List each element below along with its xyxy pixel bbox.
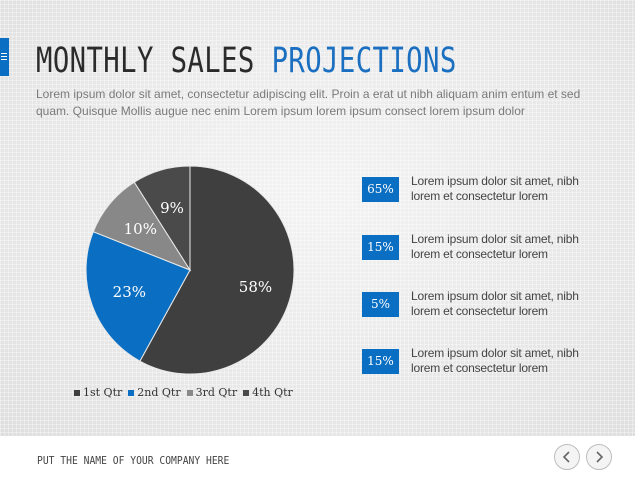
menu-icon[interactable]: [0, 38, 9, 76]
legend-label-q4: 4th Qtr: [252, 386, 293, 399]
legend-item-q4: 4th Qtr: [243, 386, 293, 399]
stat-badge-4: 15%: [362, 348, 399, 374]
stat-row-4: 15% Lorem ipsum dolor sit amet, nibh lor…: [362, 346, 601, 376]
legend-label-q2: 2nd Qtr: [137, 386, 181, 399]
stat-badge-1: 65%: [362, 176, 399, 202]
prev-button[interactable]: [554, 444, 580, 470]
pie-slice-2: [85, 231, 191, 362]
legend-item-q2: 2nd Qtr: [128, 386, 181, 399]
title-main: MONTHLY SALES: [36, 41, 255, 81]
stat-row-2: 15% Lorem ipsum dolor sit amet, nibh lor…: [362, 232, 601, 262]
stat-text-2: Lorem ipsum dolor sit amet, nibh lorem e…: [411, 232, 579, 261]
pie-label-3: 10%: [124, 220, 157, 238]
page-title: MONTHLY SALES PROJECTIONS: [36, 40, 457, 82]
stat-row-1: 65% Lorem ipsum dolor sit amet, nibh lor…: [362, 174, 601, 204]
legend-swatch-q2: [128, 389, 135, 396]
stat-text-3: Lorem ipsum dolor sit amet, nibh lorem e…: [411, 289, 579, 318]
legend-label-q3: 3rd Qtr: [195, 386, 238, 399]
pie-slice-1: [139, 165, 295, 375]
title-accent: PROJECTIONS: [271, 41, 457, 81]
footer-bar: PUT THE NAME OF YOUR COMPANY HERE: [0, 436, 635, 477]
legend-item-q1: 1st Qtr: [74, 386, 122, 399]
pie-label-4: 9%: [160, 199, 184, 217]
stat-badge-3: 5%: [362, 291, 399, 317]
company-name: PUT THE NAME OF YOUR COMPANY HERE: [37, 454, 230, 467]
stat-text-4: Lorem ipsum dolor sit amet, nibh lorem e…: [411, 346, 579, 375]
legend-label-q1: 1st Qtr: [83, 386, 123, 399]
page-subtitle: Lorem ipsum dolor sit amet, consectetur …: [36, 87, 581, 118]
stat-text-1: Lorem ipsum dolor sit amet, nibh lorem e…: [411, 174, 579, 203]
stat-row-3: 5% Lorem ipsum dolor sit amet, nibh lore…: [362, 289, 601, 319]
legend-item-q3: 3rd Qtr: [186, 386, 238, 399]
legend-swatch-q1: [74, 389, 80, 396]
legend-swatch-q4: [243, 389, 250, 396]
pie-slice-4: [133, 165, 191, 272]
slide-canvas: MONTHLY SALES PROJECTIONS Lorem ipsum do…: [0, 0, 635, 436]
pie-chart: 58% 23% 10%9%: [85, 165, 295, 375]
pie-label-2: 23%: [113, 283, 146, 301]
legend-swatch-q3: [186, 389, 193, 396]
chevron-right-icon: [596, 451, 604, 463]
chevron-left-icon: [562, 451, 570, 463]
pie-label-1: 58%: [239, 278, 272, 296]
next-button[interactable]: [586, 444, 612, 470]
chart-legend: 1st Qtr 2nd Qtr 3rd Qtr 4th Qtr: [74, 386, 293, 399]
stat-badge-2: 15%: [362, 234, 399, 260]
